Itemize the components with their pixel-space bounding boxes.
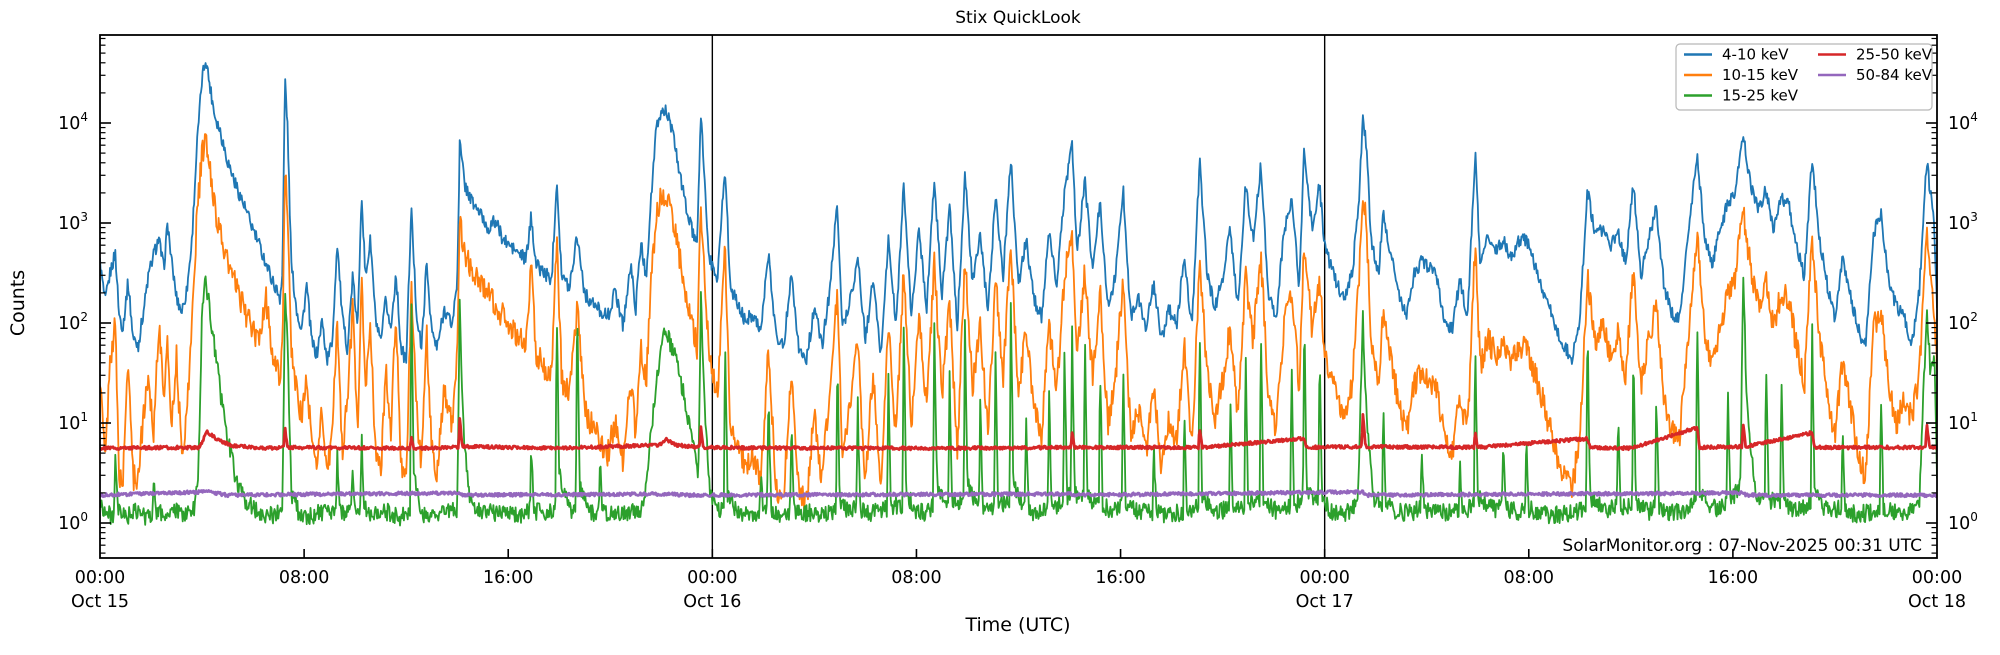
legend-label: 50-84 keV bbox=[1856, 66, 1933, 84]
series-line-15-25-keV bbox=[100, 275, 1937, 527]
series-line-25-50-keV bbox=[100, 413, 1937, 452]
legend-label: 4-10 keV bbox=[1722, 46, 1789, 64]
x-tick-label: 08:00 bbox=[891, 568, 941, 588]
x-date-label: Oct 15 bbox=[71, 592, 129, 612]
legend-box bbox=[1675, 43, 1933, 111]
y-tick-label: 104 bbox=[58, 110, 88, 134]
series-line-4-10-keV bbox=[100, 62, 1937, 366]
legend-item-4-10-keV: 4-10 keV bbox=[1684, 46, 1789, 64]
legend-label: 10-15 keV bbox=[1722, 66, 1799, 84]
x-tick-label: 00:00 bbox=[687, 568, 737, 588]
y-tick-label: 101 bbox=[1948, 410, 1978, 434]
legend-item-25-50-keV: 25-50 keV bbox=[1818, 46, 1933, 64]
y-tick-label: 104 bbox=[1948, 110, 1978, 134]
watermark: SolarMonitor.org : 07-Nov-2025 00:31 UTC bbox=[1562, 536, 1922, 556]
legend-item-10-15-keV: 10-15 keV bbox=[1684, 66, 1799, 84]
y-tick-label: 101 bbox=[58, 410, 88, 434]
x-tick-label: 08:00 bbox=[1504, 568, 1554, 588]
x-tick-label: 00:00 bbox=[1299, 568, 1349, 588]
x-tick-label: 16:00 bbox=[1708, 568, 1758, 588]
x-date-label: Oct 18 bbox=[1908, 592, 1966, 612]
series-line-10-15-keV bbox=[100, 133, 1937, 512]
legend: 4-10 keV 10-15 keV 15-25 keV 25-50 keV 50-84… bbox=[1675, 43, 1933, 111]
y-tick-label: 102 bbox=[58, 310, 88, 334]
x-tick-label: 08:00 bbox=[279, 568, 329, 588]
series-line-50-84-keV bbox=[100, 489, 1937, 499]
y-tick-label: 102 bbox=[1948, 310, 1978, 334]
y-tick-label: 103 bbox=[58, 210, 88, 234]
legend-item-50-84-keV: 50-84 keV bbox=[1818, 66, 1933, 84]
y-tick-label: 100 bbox=[58, 510, 88, 534]
x-axis-label: Time (UTC) bbox=[964, 614, 1070, 636]
x-axis: 00:00 Oct 15 08:00 16:00 00:00 Oct 16 08:00 16:… bbox=[71, 549, 1966, 612]
x-tick-label: 00:00 bbox=[1912, 568, 1962, 588]
y-axis-label: Counts bbox=[7, 270, 29, 336]
legend-item-15-25-keV: 15-25 keV bbox=[1684, 87, 1799, 105]
x-tick-label: 16:00 bbox=[1095, 568, 1145, 588]
legend-label: 15-25 keV bbox=[1722, 87, 1799, 105]
y-tick-label: 100 bbox=[1948, 510, 1978, 534]
plot-border bbox=[99, 34, 1938, 559]
x-date-label: Oct 16 bbox=[683, 592, 741, 612]
y-tick-label: 103 bbox=[1948, 210, 1978, 234]
x-date-label: Oct 17 bbox=[1296, 592, 1354, 612]
y-axis: 100 100 101 101 102 102 103 103 104 104 bbox=[58, 37, 1978, 554]
day-separator-lines bbox=[711, 35, 1326, 558]
chart-title: Stix QuickLook bbox=[955, 8, 1081, 28]
legend-label: 25-50 keV bbox=[1856, 46, 1933, 64]
x-tick-label: 00:00 bbox=[75, 568, 125, 588]
x-tick-label: 16:00 bbox=[483, 568, 533, 588]
data-series bbox=[100, 62, 1937, 527]
